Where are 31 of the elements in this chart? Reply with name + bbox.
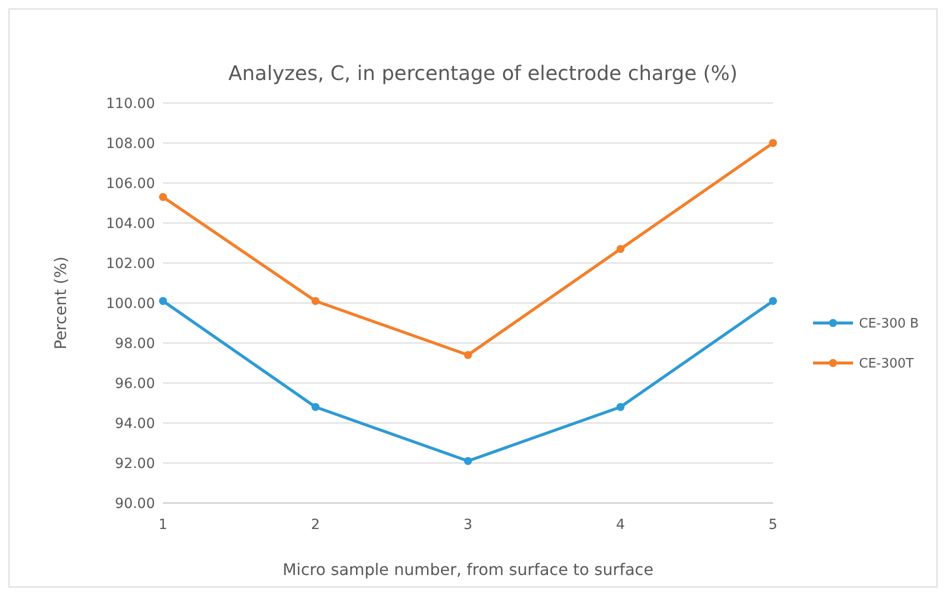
point — [616, 403, 624, 411]
x-tick-label: 1 — [158, 517, 168, 533]
point — [159, 297, 167, 305]
point — [464, 351, 472, 359]
point — [159, 193, 167, 201]
y-tick-label: 106.00 — [106, 176, 155, 192]
legend-label: CE-300 B — [859, 316, 919, 332]
point — [312, 297, 320, 305]
x-tick-label: 3 — [464, 517, 472, 533]
y-tick-label: 98.00 — [114, 336, 155, 352]
chart-title: Analyzes, C, in percentage of electrode charge (%) — [228, 61, 738, 85]
y-tick-label: 90.00 — [114, 496, 155, 512]
y-axis-title: Percent (%) — [51, 256, 70, 350]
y-tick-label: 110.00 — [106, 96, 155, 112]
point — [312, 403, 320, 411]
x-tick-label: 4 — [616, 517, 626, 533]
x-axis-title: Micro sample number, from surface to surface — [282, 560, 654, 579]
y-tick-label: 94.00 — [114, 416, 155, 432]
y-tick-label: 96.00 — [114, 376, 155, 392]
y-tick-label: 104.00 — [106, 216, 155, 232]
y-tick-label: 108.00 — [106, 136, 155, 152]
point — [769, 297, 777, 305]
point — [464, 457, 472, 465]
x-tick-label: 5 — [768, 517, 778, 533]
y-tick-label: 92.00 — [114, 456, 155, 472]
x-tick-label: 2 — [311, 517, 320, 533]
point — [769, 139, 777, 147]
legend-label: CE-300T — [859, 356, 914, 372]
y-tick-label: 102.00 — [106, 256, 155, 272]
y-tick-label: 100.00 — [106, 296, 155, 312]
point — [616, 245, 624, 253]
